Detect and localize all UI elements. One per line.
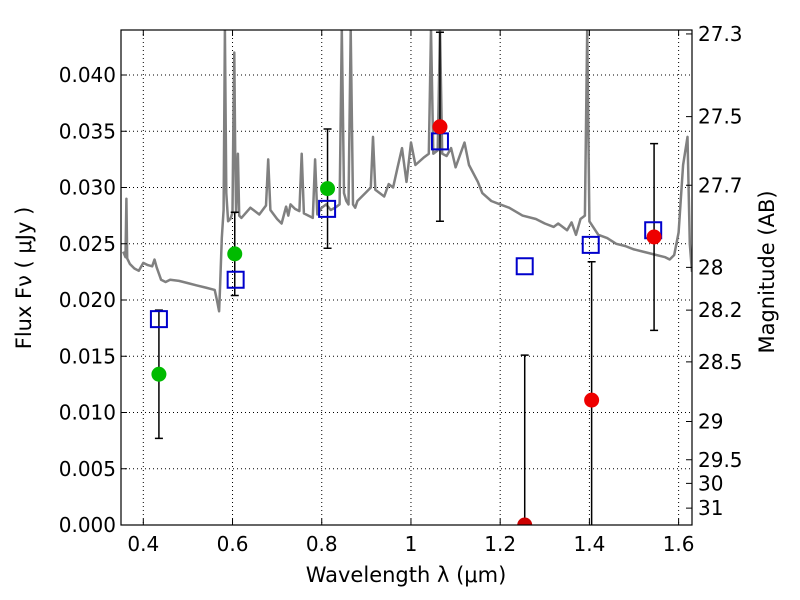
y2-tick-label: 28.5 [698,350,743,374]
y2-tick-label: 28.2 [698,298,743,322]
y-tick-label: 0.005 [59,457,116,481]
y2-axis-label: Magnitude (AB) [755,190,779,353]
y-tick-label: 0.025 [59,232,116,256]
y-tick-label: 0.030 [59,176,116,200]
y2-tick-label: 27.3 [698,22,743,46]
data-point [646,229,662,245]
spectrum-line [122,30,692,313]
data-point [227,246,243,262]
data-point [151,366,167,382]
model-square [318,199,337,218]
plot-frame [120,29,693,526]
x-tick-label: 1.2 [484,532,516,556]
data-point [517,517,533,525]
y-axis-ticks: 0.000 0.005 0.010 0.015 0.020 0.025 0.030 0.035… [59,63,127,537]
x-tick-label: 0.6 [217,532,249,556]
x-tick-label: 1.4 [573,532,605,556]
y-tick-label: 0.000 [59,513,116,537]
y-tick-label: 0.040 [59,63,116,87]
model-square [149,310,168,329]
y2-tick-label: 28 [698,255,723,279]
template-spectrum [122,30,692,313]
grid-lines [121,30,692,526]
y-tick-label: 0.020 [59,288,116,312]
observed-dots [151,119,662,525]
data-point [432,119,448,135]
y2-tick-label: 29.5 [698,448,743,472]
y2-tick-label: 27.5 [698,105,743,129]
x-tick-label: 0.8 [306,532,338,556]
x-tick-label: 1 [405,532,418,556]
x-axis-label: Wavelength λ (μm) [306,563,507,587]
y-axis-label: Flux Fν ( μJy ) [12,207,36,350]
y2-tick-label: 27.7 [698,173,743,197]
data-point [584,392,600,408]
model-square [226,270,245,289]
y-tick-label: 0.015 [59,344,116,368]
y-tick-label: 0.010 [59,401,116,425]
y2-tick-label: 31 [698,496,723,520]
x-tick-label: 0.4 [127,532,159,556]
model-square [515,257,534,276]
x-axis-ticks: 0.4 0.6 0.8 1 1.2 1.4 1.6 [127,30,695,556]
x-tick-label: 1.6 [663,532,695,556]
y-tick-label: 0.035 [59,119,116,143]
plot-area-background [121,30,692,525]
model-square [581,235,600,254]
data-point [320,181,336,197]
y2-tick-label: 29 [698,410,723,434]
y2-tick-label: 30 [698,471,723,495]
model-squares [149,132,663,329]
